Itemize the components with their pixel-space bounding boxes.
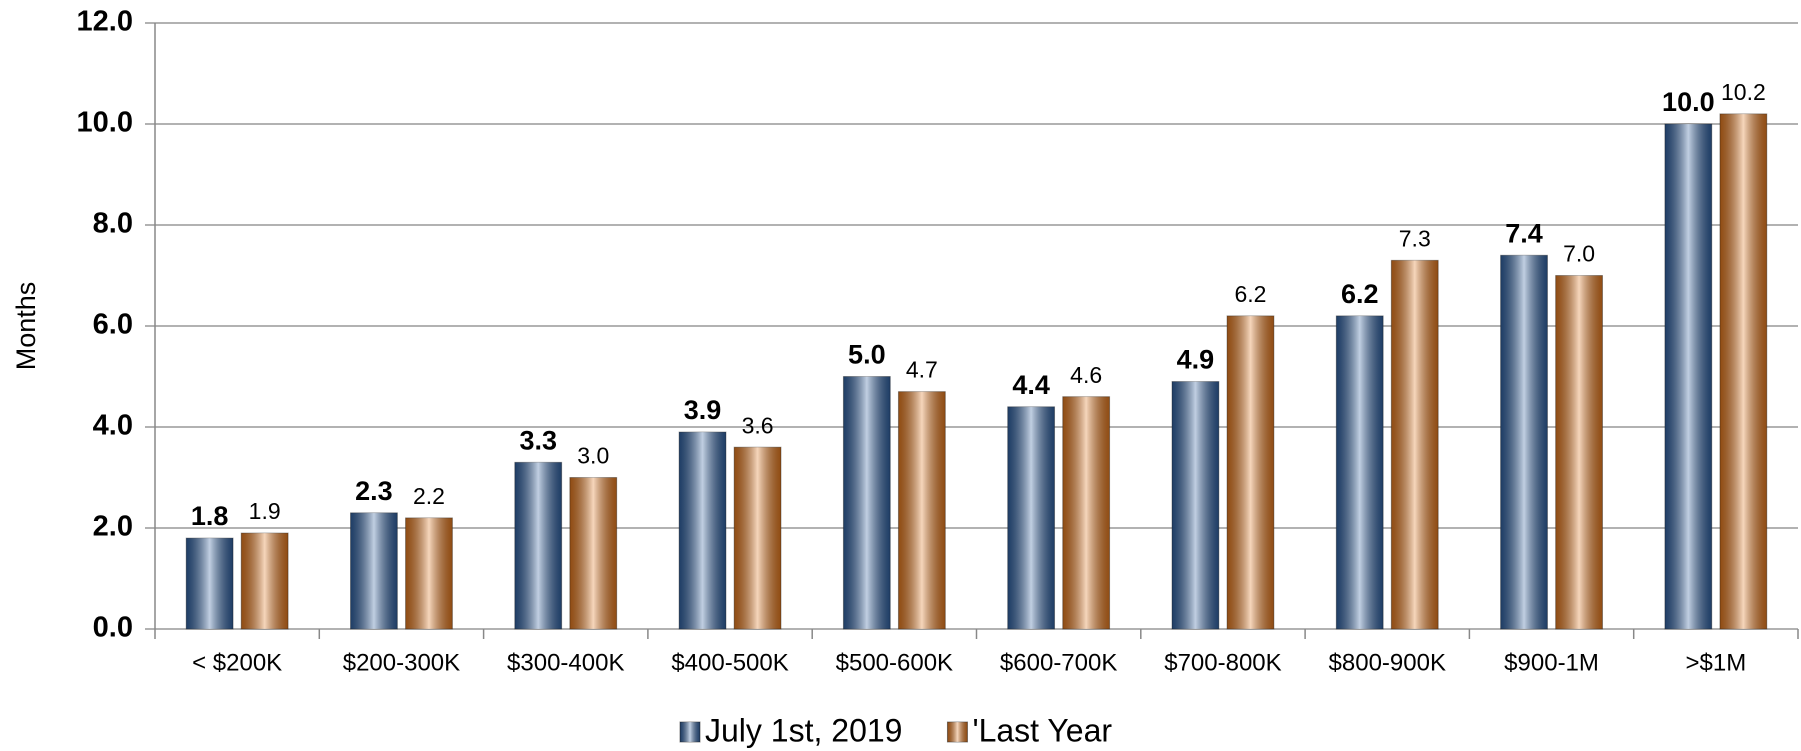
data-label: 1.8	[191, 501, 229, 531]
x-tick-label: $600-700K	[1000, 649, 1117, 676]
bar-shine	[1062, 396, 1110, 629]
x-tick-label: $800-900K	[1329, 649, 1446, 676]
bar-shine	[898, 391, 946, 629]
y-tick-label: 8.0	[93, 208, 133, 240]
data-label: 7.3	[1399, 225, 1431, 251]
bar-shine	[843, 376, 891, 629]
data-label: 10.2	[1721, 79, 1766, 105]
data-label: 4.7	[906, 357, 938, 383]
bar-shine	[1007, 406, 1055, 629]
bar-shine	[1555, 275, 1603, 629]
data-label: 3.9	[684, 395, 722, 425]
data-label: 2.2	[413, 483, 445, 509]
bar-shine	[1336, 315, 1384, 629]
data-label: 6.2	[1234, 281, 1266, 307]
bar-shine	[679, 432, 726, 629]
x-tick-label: >$1M	[1685, 649, 1746, 676]
x-tick-label: $200-300K	[343, 649, 460, 676]
y-tick-label: 0.0	[93, 612, 133, 644]
bar-shine	[186, 538, 234, 629]
data-label: 6.2	[1341, 279, 1379, 309]
data-label: 7.4	[1505, 218, 1543, 248]
bar-shine	[1172, 381, 1219, 629]
legend-swatch-shine	[680, 722, 700, 742]
data-label: 3.6	[742, 412, 774, 438]
y-tick-label: 4.0	[93, 410, 133, 442]
bar-shine	[1391, 260, 1439, 629]
y-axis-label: Months	[11, 282, 41, 371]
bar-shine	[734, 447, 781, 629]
x-tick-label: $500-600K	[836, 649, 953, 676]
x-tick-label: $300-400K	[507, 649, 624, 676]
x-tick-label: $900-1M	[1504, 649, 1599, 676]
bar-shine	[1664, 124, 1712, 629]
y-tick-label: 2.0	[93, 511, 133, 543]
legend-swatch-shine	[947, 722, 968, 742]
bar-shine	[569, 477, 617, 629]
y-tick-label: 10.0	[77, 107, 133, 139]
data-label: 4.9	[1177, 345, 1215, 375]
bar-shine	[1227, 315, 1274, 629]
bar-shine	[1719, 113, 1767, 629]
x-tick-label: < $200K	[192, 649, 282, 676]
bar-shine	[350, 512, 398, 629]
y-tick-label: 12.0	[77, 6, 133, 38]
bar-shine	[405, 517, 453, 629]
bar-shine	[241, 533, 289, 629]
legend-label: July 1st, 2019	[705, 712, 902, 748]
data-label: 4.4	[1012, 370, 1050, 400]
legend-label: 'Last Year	[972, 712, 1112, 748]
data-label: 1.9	[249, 498, 281, 524]
data-label: 3.0	[577, 443, 609, 469]
data-label: 2.3	[355, 476, 393, 506]
x-tick-label: $400-500K	[671, 649, 788, 676]
data-label: 5.0	[848, 340, 886, 370]
y-tick-label: 6.0	[93, 309, 133, 341]
data-label: 10.0	[1662, 87, 1715, 117]
data-label: 3.3	[519, 425, 557, 455]
data-label: 4.6	[1070, 362, 1102, 388]
x-tick-label: $700-800K	[1164, 649, 1281, 676]
bar-shine	[1500, 255, 1548, 630]
data-label: 7.0	[1563, 241, 1595, 267]
bar-shine	[514, 462, 562, 629]
